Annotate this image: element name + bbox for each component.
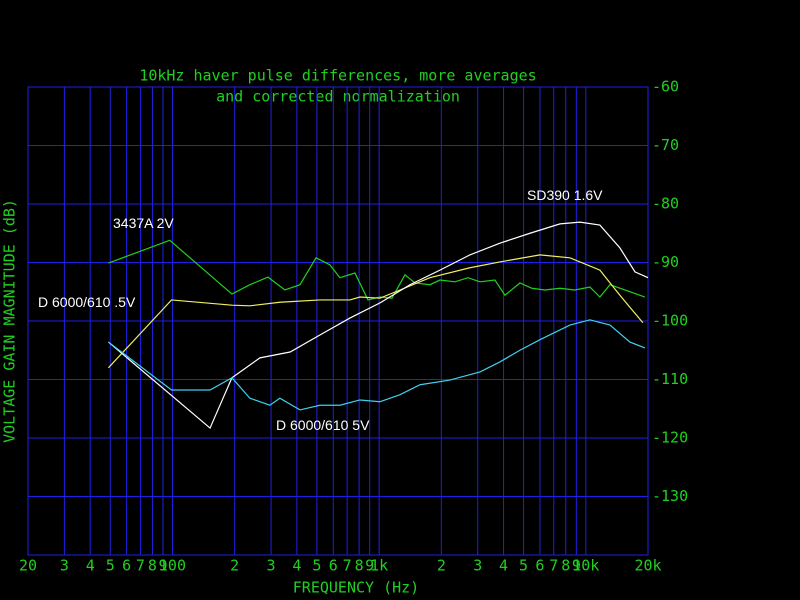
x-tick-label: 6 — [535, 557, 544, 575]
x-tick-label: 8 — [355, 557, 364, 575]
y-tick-label: -70 — [652, 136, 679, 154]
series-label: 3437A 2V — [113, 215, 174, 231]
x-tick-label: 1k — [370, 557, 388, 575]
x-axis-label: FREQUENCY (Hz) — [293, 579, 419, 597]
x-tick-label: 4 — [499, 557, 508, 575]
x-tick-label: 3 — [267, 557, 276, 575]
y-axis-label: VOLTAGE GAIN MAGNITUDE (dB) — [1, 199, 19, 443]
x-tick-label: 2 — [230, 557, 239, 575]
x-tick-label: 2 — [437, 557, 446, 575]
x-tick-label: 6 — [122, 557, 131, 575]
x-tick-label: 10k — [572, 557, 599, 575]
y-tick-label: -90 — [652, 253, 679, 271]
x-tick-label: 7 — [549, 557, 558, 575]
y-tick-label: -130 — [652, 487, 688, 505]
series-line — [108, 221, 649, 430]
series-line — [108, 319, 646, 411]
y-tick-label: -120 — [652, 429, 688, 447]
x-tick-label: 5 — [106, 557, 115, 575]
series-label: SD390 1.6V — [527, 187, 603, 203]
x-tick-label: 9 — [158, 557, 167, 575]
series-label: D 6000/610 5V — [276, 417, 370, 433]
series-line — [107, 254, 644, 369]
x-tick-label: 3 — [473, 557, 482, 575]
chart-title: and corrected normalization — [216, 88, 460, 106]
x-tick-label: 9 — [365, 557, 374, 575]
x-tick-label: 20k — [634, 557, 661, 575]
x-tick-label: 3 — [60, 557, 69, 575]
x-tick-label: 4 — [86, 557, 95, 575]
x-tick-label: 5 — [519, 557, 528, 575]
x-tick-label: 4 — [292, 557, 301, 575]
y-tick-label: -100 — [652, 312, 688, 330]
x-tick-label: 100 — [159, 557, 186, 575]
y-tick-label: -60 — [652, 78, 679, 96]
x-tick-label: 7 — [343, 557, 352, 575]
y-tick-label: -80 — [652, 195, 679, 213]
series-line — [108, 239, 646, 301]
y-tick-label: -110 — [652, 370, 688, 388]
chart-title: 10kHz haver pulse differences, more aver… — [139, 67, 536, 85]
x-tick-label: 8 — [148, 557, 157, 575]
x-tick-label: 9 — [572, 557, 581, 575]
x-tick-label: 8 — [561, 557, 570, 575]
series-label: D 6000/610 .5V — [38, 294, 136, 310]
x-tick-label: 5 — [312, 557, 321, 575]
x-tick-label: 20 — [19, 557, 37, 575]
x-tick-label: 6 — [329, 557, 338, 575]
x-tick-label: 7 — [136, 557, 145, 575]
